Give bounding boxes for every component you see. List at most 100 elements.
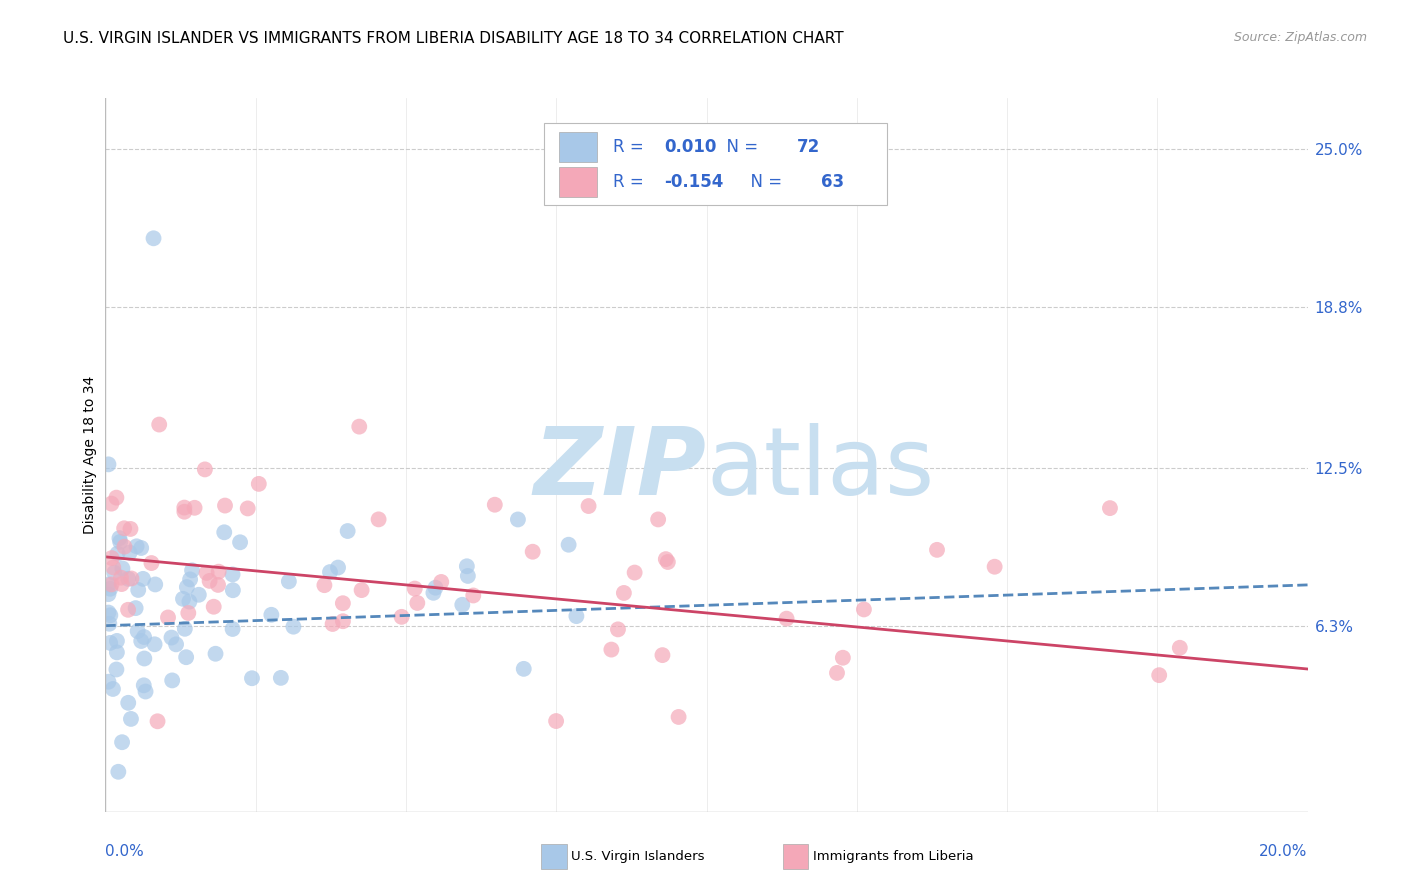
Point (1168, 640, 1191, 655)
Point (97, 458, 120, 472)
Point (97, 587, 120, 601)
Point (350, 583, 373, 598)
Point (179, 594, 201, 608)
Text: Source: ZipAtlas.com: Source: ZipAtlas.com (1233, 31, 1367, 45)
Text: R =: R = (613, 138, 648, 156)
Point (647, 512, 669, 526)
Text: 63: 63 (821, 173, 844, 191)
Text: 20.0%: 20.0% (1260, 844, 1308, 859)
Point (165, 637, 187, 651)
Text: U.S. Virgin Islanders: U.S. Virgin Islanders (571, 850, 704, 863)
Point (314, 578, 336, 592)
Text: N =: N = (716, 138, 763, 156)
Point (98, 582, 121, 596)
Point (183, 500, 205, 515)
Point (229, 535, 252, 549)
Text: 72: 72 (797, 138, 820, 156)
Point (101, 681, 124, 696)
Text: 0.0%: 0.0% (105, 844, 145, 859)
Point (107, 764, 129, 779)
Point (463, 589, 485, 603)
Point (925, 542, 948, 557)
Point (657, 555, 679, 569)
Point (775, 612, 797, 626)
Point (105, 634, 128, 648)
Point (600, 642, 623, 657)
Point (349, 419, 371, 434)
Point (852, 602, 875, 616)
Point (120, 522, 142, 536)
FancyBboxPatch shape (544, 123, 887, 205)
Point (546, 714, 568, 728)
Point (283, 620, 305, 634)
Point (173, 622, 195, 636)
Point (181, 563, 204, 577)
Point (105, 645, 128, 659)
Point (221, 567, 243, 582)
Point (332, 596, 354, 610)
Y-axis label: Disability Age 18 to 34: Disability Age 18 to 34 (83, 376, 97, 534)
Point (132, 678, 155, 692)
Point (105, 491, 128, 505)
Point (108, 534, 131, 549)
Point (134, 651, 156, 665)
Text: atlas: atlas (707, 423, 935, 516)
Point (404, 582, 426, 596)
Point (222, 583, 245, 598)
Point (565, 609, 588, 624)
Point (120, 712, 142, 726)
Point (1147, 668, 1170, 682)
Point (623, 566, 645, 580)
Point (132, 572, 155, 586)
Point (127, 582, 149, 597)
Point (117, 572, 139, 586)
Point (332, 614, 354, 628)
Text: Immigrants from Liberia: Immigrants from Liberia (813, 850, 973, 863)
Point (120, 572, 142, 586)
Point (127, 624, 149, 639)
Point (132, 630, 155, 644)
Point (105, 663, 128, 677)
Point (176, 580, 198, 594)
Point (247, 476, 270, 491)
Point (195, 566, 218, 580)
Point (367, 512, 389, 526)
Point (236, 501, 259, 516)
Point (425, 581, 447, 595)
Text: 0.010: 0.010 (665, 138, 717, 156)
Text: -0.154: -0.154 (665, 173, 724, 191)
Point (406, 596, 429, 610)
Point (207, 578, 229, 592)
Point (607, 623, 630, 637)
Point (100, 577, 122, 591)
Point (270, 671, 292, 685)
Point (983, 559, 1005, 574)
Point (177, 606, 200, 620)
Point (668, 710, 690, 724)
Point (198, 574, 221, 588)
Point (391, 610, 413, 624)
Point (422, 586, 444, 600)
Point (240, 671, 263, 685)
Point (1098, 501, 1121, 516)
Point (118, 546, 141, 560)
Point (146, 714, 169, 729)
Point (156, 610, 179, 624)
Point (260, 607, 283, 622)
Point (179, 573, 201, 587)
Point (111, 561, 134, 575)
Point (100, 551, 122, 566)
Point (457, 569, 479, 583)
Point (142, 231, 165, 245)
Point (160, 631, 183, 645)
Point (513, 662, 536, 676)
Point (831, 650, 853, 665)
Point (430, 574, 453, 589)
Point (557, 538, 579, 552)
Text: N =: N = (740, 173, 787, 191)
Point (319, 565, 342, 579)
Point (322, 617, 344, 632)
Point (207, 565, 229, 579)
Point (143, 637, 166, 651)
Point (103, 560, 125, 574)
